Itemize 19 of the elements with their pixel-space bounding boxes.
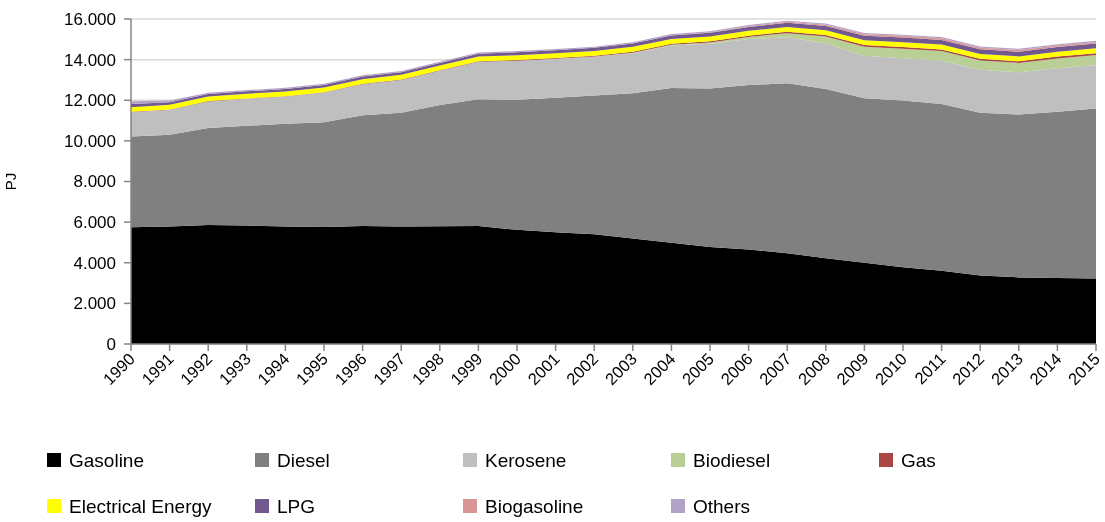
legend-label: Kerosene xyxy=(485,449,567,471)
legend-label: Gas xyxy=(901,449,936,471)
y-tick-label: 8.000 xyxy=(73,172,116,192)
y-tick-label: 0 xyxy=(106,334,116,354)
legend-label: Biogasoline xyxy=(485,495,584,517)
y-tick-label: 10.000 xyxy=(64,131,116,151)
y-tick-label: 4.000 xyxy=(73,253,116,273)
legend-label: Diesel xyxy=(277,449,330,471)
y-tick-label: 2.000 xyxy=(73,294,116,314)
legend-label: Gasoline xyxy=(69,449,144,471)
legend-label: Electrical Energy xyxy=(69,495,213,517)
y-tick-label: 14.000 xyxy=(64,50,116,70)
legend-label: Biodiesel xyxy=(693,449,771,471)
y-tick-label: 6.000 xyxy=(73,213,116,233)
legend-label: LPG xyxy=(277,495,316,517)
y-axis-title: PJ xyxy=(2,172,19,191)
y-tick-label: 16.000 xyxy=(64,9,116,29)
y-tick-label: 12.000 xyxy=(64,91,116,111)
legend-label: Others xyxy=(693,495,751,517)
